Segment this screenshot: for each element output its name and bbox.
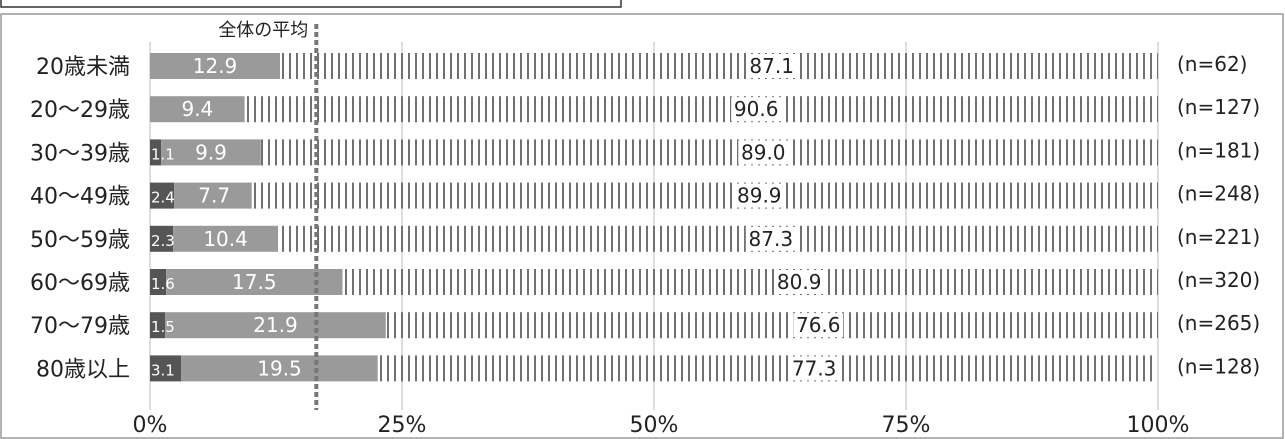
value-label: 87.1	[749, 54, 794, 78]
bar-segment	[150, 182, 175, 209]
value-label: 10.4	[203, 227, 248, 251]
value-label-bg	[746, 54, 797, 78]
x-tick-label: 50%	[630, 413, 679, 438]
value-label: 7.7	[198, 184, 230, 208]
bar-segment	[150, 53, 281, 79]
sample-size-label: (n=248)	[1177, 182, 1260, 206]
bars-layer	[150, 53, 1159, 382]
value-label-bg	[745, 226, 796, 251]
bar-segment	[165, 312, 386, 339]
header-box-fragment	[0, 0, 622, 8]
sample-size-label: (n=181)	[1177, 138, 1260, 162]
bar-segment	[161, 139, 261, 166]
sample-size-label: (n=320)	[1177, 268, 1260, 292]
bar-segment	[244, 96, 1158, 123]
bar-segment	[377, 355, 1157, 382]
sample-size-label: (n=128)	[1177, 354, 1260, 378]
category-label: 30～39歳	[30, 141, 130, 166]
value-label: 3.1	[151, 361, 175, 379]
bar-segment	[150, 225, 174, 252]
sample-size-label: (n=62)	[1177, 52, 1248, 76]
category-label: 60～69歳	[30, 271, 130, 296]
x-tick-label: 25%	[378, 413, 427, 438]
value-label-bg	[731, 97, 782, 122]
sample-size-label: (n=221)	[1177, 225, 1260, 249]
bar-segment	[173, 225, 279, 252]
value-label: 1.6	[151, 275, 175, 293]
x-tick-label: 0%	[133, 413, 168, 438]
value-label: 76.6	[796, 313, 841, 337]
value-label: 9.9	[195, 140, 227, 164]
category-label: 40～49歳	[30, 185, 130, 210]
value-label-bg	[738, 140, 789, 165]
value-label: 2.4	[151, 189, 175, 207]
value-label: 80.9	[777, 270, 822, 294]
value-label: 9.4	[181, 97, 213, 121]
value-label-bg	[734, 183, 785, 208]
value-label: 1.1	[151, 145, 175, 163]
value-label-bg	[789, 356, 840, 381]
value-label-bg	[774, 270, 825, 294]
category-label: 50～59歳	[30, 228, 130, 253]
value-label: 19.5	[257, 356, 302, 380]
bar-segment	[150, 269, 167, 295]
category-label: 70～79歳	[30, 314, 130, 339]
sample-size-label: (n=265)	[1177, 311, 1260, 335]
value-label: 2.3	[151, 232, 175, 250]
value-label: 90.6	[734, 97, 779, 121]
bar-segment	[150, 139, 162, 166]
bar-segment	[251, 182, 1159, 209]
sample-size-label: (n=127)	[1177, 95, 1260, 119]
bar-segment	[342, 269, 1158, 295]
bar-segment	[174, 182, 252, 209]
bar-segment	[260, 139, 1158, 166]
bar-segment	[150, 96, 245, 123]
value-label-bg	[793, 313, 844, 338]
category-label: 20～29歳	[30, 98, 130, 123]
value-label: 77.3	[792, 356, 837, 380]
x-tick-label: 100%	[1127, 413, 1190, 438]
bar-segment	[181, 355, 378, 382]
bar-segment	[278, 225, 1158, 252]
average-marker: 全体の平均	[218, 20, 319, 410]
value-label: 17.5	[232, 270, 277, 294]
bar-segment	[385, 312, 1158, 339]
average-label: 全体の平均	[218, 20, 308, 41]
labels-layer: 0% 25% 50% 75% 100% 12.9 87.1 20歳未満 (n=62) 9.4 90.…	[30, 52, 1260, 438]
value-label: 89.9	[737, 184, 782, 208]
value-label: 89.0	[741, 140, 786, 164]
value-label: 1.5	[151, 318, 175, 336]
category-label: 80歳以上	[36, 357, 130, 382]
bar-segment	[280, 53, 1159, 79]
bar-segment	[166, 269, 343, 295]
bar-segment	[150, 312, 166, 339]
x-tick-label: 75%	[882, 413, 931, 438]
category-label: 20歳未満	[36, 55, 130, 80]
value-label: 87.3	[749, 227, 794, 251]
bar-segment	[150, 355, 182, 382]
value-label: 12.9	[193, 54, 238, 78]
chart-frame	[0, 13, 1284, 439]
value-label: 21.9	[253, 313, 298, 337]
